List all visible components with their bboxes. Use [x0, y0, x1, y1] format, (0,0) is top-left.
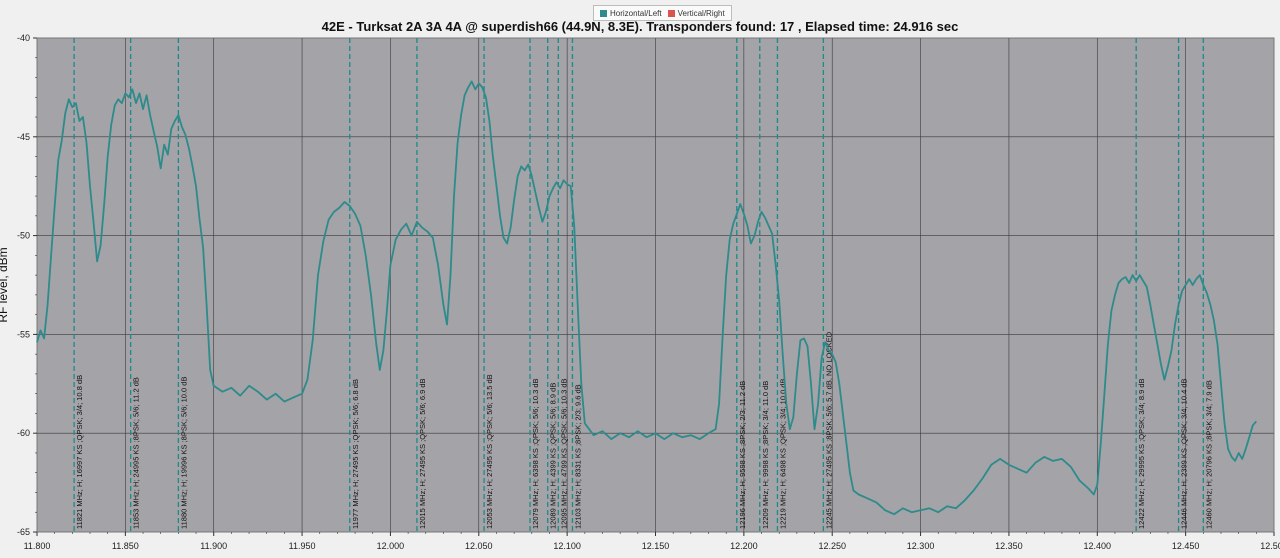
- transponder-label: 11853 MHz; H; 24995 KS ;8PSK; 5/6; 11.2 …: [132, 377, 141, 529]
- legend-item-vertical[interactable]: Vertical/Right: [667, 8, 725, 18]
- transponder-label: 12245 MHz; H; 27495 KS ;8PSK; 5/6; 5.7 d…: [824, 331, 833, 529]
- chart-title: 42E - Turksat 2A 3A 4A @ superdish66 (44…: [321, 19, 959, 34]
- x-tick-label: 11.800: [24, 541, 51, 551]
- transponder-label: 12460 MHz; H; 20796 KS ;8PSK; 3/4; 7.9 d…: [1204, 380, 1213, 529]
- y-tick-label: -65: [17, 527, 30, 537]
- x-tick-label: 11.850: [112, 541, 139, 551]
- y-tick-label: -60: [17, 428, 30, 438]
- y-axis-label: RF level, dBm: [0, 247, 10, 322]
- x-tick-label: 12.350: [995, 541, 1023, 551]
- transponder-label: 12422 MHz; H; 29995 KS ;QPSK; 3/4; 8.9 d…: [1137, 378, 1146, 529]
- x-tick-label: 12.100: [553, 541, 581, 551]
- legend-swatch-horizontal: [600, 9, 607, 17]
- y-tick-label: -50: [17, 231, 30, 241]
- x-tick-label: 12.450: [1172, 541, 1200, 551]
- legend-label-horizontal: Horizontal/Left: [610, 8, 662, 18]
- y-tick-label: -40: [17, 33, 30, 43]
- x-tick-label: 12.400: [1084, 541, 1112, 551]
- transponder-label: 12095 MHz; H; 4799 KS ;QPSK; 5/6; 10.3 d…: [559, 378, 568, 529]
- x-tick-label: 11.900: [200, 541, 227, 551]
- x-tick-label: 12.050: [465, 541, 493, 551]
- transponder-label: 12196 MHz; H; 9598 KS ;8PSK; 2/3; 11.2 d…: [738, 381, 747, 529]
- transponder-label: 12015 MHz; H; 27495 KS ;QPSK; 5/6; 6.9 d…: [418, 378, 427, 529]
- transponder-label: 12446 MHz; H; 2399 KS ;QPSK; 3/4; 10.4 d…: [1180, 378, 1189, 529]
- legend-item-horizontal[interactable]: Horizontal/Left: [600, 9, 662, 18]
- x-tick-label: 12.300: [907, 541, 935, 551]
- transponder-label: 11880 MHz; H; 19996 KS ;8PSK; 5/6; 10.0 …: [179, 377, 188, 529]
- transponder-label: 11977 MHz; H; 27495 KS ;QPSK; 5/6; 6.8 d…: [351, 379, 360, 529]
- transponder-label: 12209 MHz; H; 9998 KS ;8PSK; 3/4; 11.0 d…: [761, 381, 770, 529]
- series-line-horizontal: [36, 80, 1257, 516]
- transponder-label: 12219 MHz; H; 6498 KS ;QPSK; 3/4; 10.0 d…: [778, 378, 787, 529]
- legend-swatch-vertical: [667, 9, 675, 17]
- x-tick-label: 12.500: [1260, 541, 1280, 551]
- x-tick-label: 11.950: [289, 541, 316, 551]
- legend: Horizontal/Left Vertical/Right: [593, 5, 732, 21]
- transponder-label: 12079 MHz; H; 6398 KS ;QPSK; 5/6; 10.3 d…: [531, 378, 540, 529]
- y-tick-label: -55: [17, 329, 30, 339]
- transponder-label: 12053 MHz; H; 27495 KS ;QPSK; 5/6; 13.5 …: [485, 374, 494, 529]
- x-tick-label: 12.200: [730, 541, 758, 551]
- y-tick-label: -45: [17, 132, 30, 142]
- x-tick-label: 12.150: [642, 541, 670, 551]
- transponder-label: 12103 MHz; H; 8331 KS ;8PSK; 2/3; 9.6 dB: [573, 384, 582, 529]
- x-tick-label: 12.000: [377, 541, 405, 551]
- transponder-label: 11821 MHz; H; 16997 KS ;QPSK; 3/4; 10.8 …: [75, 375, 84, 529]
- x-tick-label: 12.250: [818, 541, 846, 551]
- transponder-label: 12089 MHz; H; 4399 KS ;QPSK; 5/6; 8.9 dB: [549, 383, 558, 529]
- legend-label-vertical: Vertical/Right: [677, 8, 725, 18]
